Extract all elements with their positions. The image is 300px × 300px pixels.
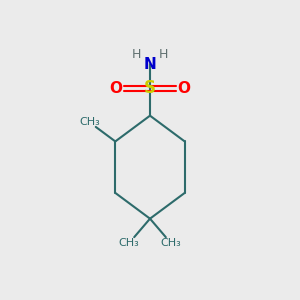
Text: O: O (177, 81, 190, 96)
Text: S: S (144, 80, 156, 98)
Text: CH₃: CH₃ (79, 117, 100, 127)
Text: H: H (132, 48, 141, 61)
Text: H: H (159, 48, 168, 61)
Text: O: O (110, 81, 123, 96)
Text: CH₃: CH₃ (118, 238, 140, 248)
Text: CH₃: CH₃ (160, 238, 182, 248)
Text: N: N (144, 57, 156, 72)
